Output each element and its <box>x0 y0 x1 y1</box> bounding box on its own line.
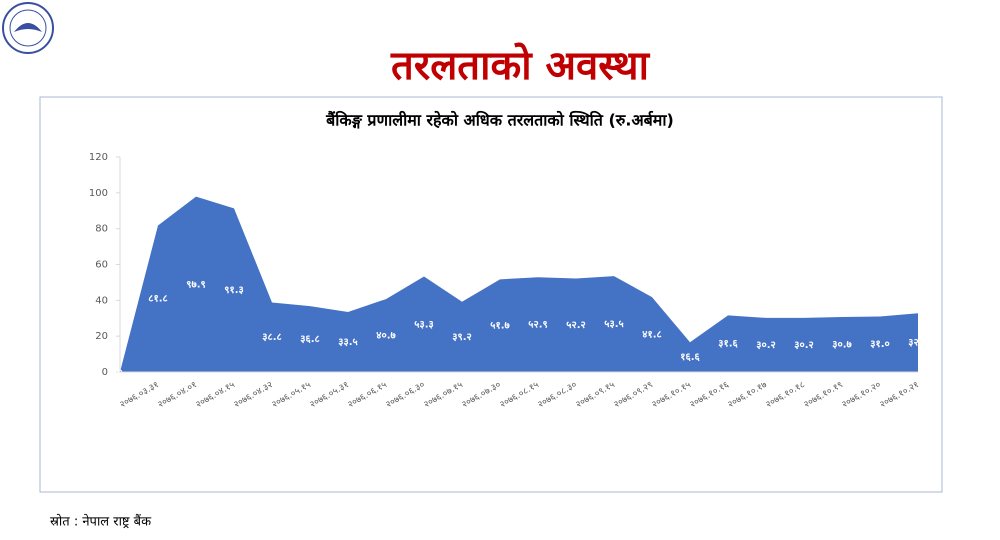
y-tick-label: 20 <box>95 331 108 342</box>
data-label: ५३.५ <box>604 319 623 330</box>
data-label: ९१.३ <box>224 285 243 296</box>
data-label: ५२.२ <box>566 320 585 331</box>
data-label: ३३.५ <box>338 337 357 348</box>
data-label: १६.६ <box>680 352 700 363</box>
data-label: ३६.८ <box>300 334 319 345</box>
chart-title: बैंकिङ्ग प्रणालीमा रहेको अधिक तरलताको स्… <box>325 111 674 130</box>
data-label: ३०.२ <box>794 340 813 351</box>
y-tick-label: 60 <box>95 260 108 271</box>
y-tick-label: 120 <box>89 152 108 163</box>
source-note: स्रोत : नेपाल राष्ट्र बैंक <box>50 514 152 530</box>
y-tick-label: 100 <box>89 188 108 199</box>
data-label: ५२.९ <box>528 320 547 331</box>
data-label: ३९.२ <box>452 332 471 343</box>
data-label: ३१.६ <box>718 339 738 350</box>
slide-title: तरलताको अवस्था <box>390 42 651 89</box>
logo <box>2 2 54 54</box>
data-label: ३०.२ <box>756 340 775 351</box>
data-label: ४०.७ <box>376 331 396 342</box>
y-tick-label: 40 <box>95 295 108 306</box>
data-label: ४१.८ <box>642 330 661 341</box>
data-label: ३२.८ <box>908 338 927 349</box>
y-tick-label: 80 <box>95 224 108 235</box>
data-label: ९७.९ <box>186 279 205 290</box>
data-label: ३८.८ <box>262 332 281 343</box>
data-label: ३१.० <box>870 339 889 350</box>
data-label: ५३.३ <box>414 319 433 330</box>
data-label: ३०.७ <box>832 339 852 350</box>
data-label: ५१.७ <box>490 321 510 332</box>
y-tick-label: 0 <box>102 367 108 378</box>
area <box>120 196 918 372</box>
data-label: ८१.८ <box>148 294 167 305</box>
